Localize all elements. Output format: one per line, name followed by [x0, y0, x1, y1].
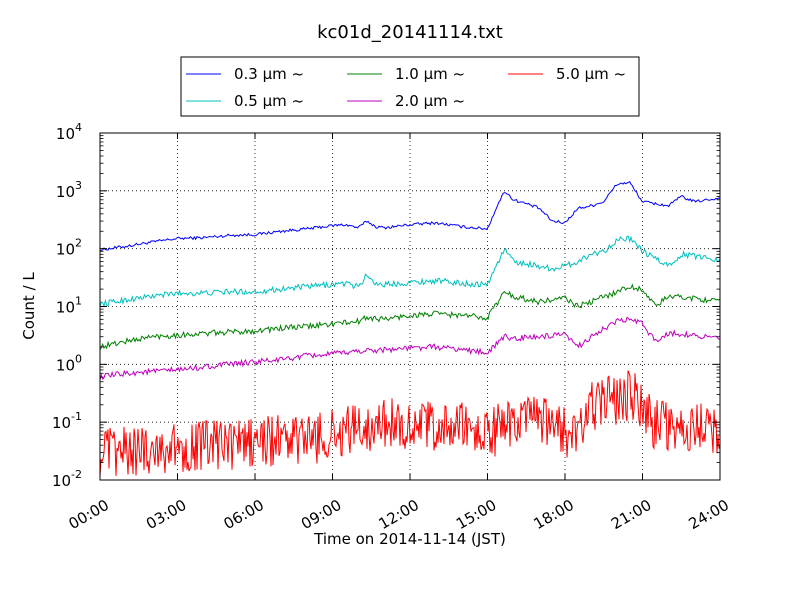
y-tick-exponent: -1: [71, 410, 82, 423]
series-line-2: [99, 283, 721, 350]
gridlines: [100, 133, 720, 480]
legend-label: 2.0 µm ~: [395, 92, 465, 110]
y-tick-base: 10: [56, 299, 75, 317]
y-axis-label: Count / L: [20, 272, 38, 340]
plot-lines: [99, 180, 721, 477]
y-tick-label: 103: [56, 179, 82, 201]
y-tick-base: 10: [56, 356, 75, 374]
legend-label: 0.3 µm ~: [234, 65, 304, 83]
chart-title: kc01d_20141114.txt: [317, 22, 503, 43]
y-tick-exponent: -2: [71, 468, 82, 481]
y-tick-label: 101: [56, 295, 82, 317]
y-tick-label: 10-2: [52, 468, 82, 490]
legend: 0.3 µm ~ 0.5 µm ~ 1.0 µm ~ 2.0 µm ~ 5.0 µm ~: [180, 56, 640, 117]
series-line-3: [99, 316, 721, 381]
x-axis-label: Time on 2014-11-14 (JST): [313, 530, 506, 548]
y-tick-exponent: 4: [75, 121, 82, 134]
legend-label: 1.0 µm ~: [395, 65, 465, 83]
y-tick-label: 10-1: [52, 410, 82, 432]
y-tick-label: 104: [56, 121, 82, 143]
y-tick-base: 10: [56, 125, 75, 143]
y-tick-base: 10: [52, 472, 71, 490]
y-tick-label: 100: [56, 352, 82, 374]
series-line-1: [99, 235, 721, 308]
y-tick-exponent: 1: [75, 295, 82, 308]
y-tick-base: 10: [56, 241, 75, 259]
legend-label: 5.0 µm ~: [556, 65, 626, 83]
series-line-4: [99, 370, 721, 477]
series-line-0: [99, 180, 721, 252]
y-tick-exponent: 3: [75, 179, 82, 192]
y-tick-base: 10: [56, 183, 75, 201]
y-tick-base: 10: [52, 414, 71, 432]
y-tick-label: 102: [56, 237, 82, 259]
legend-label: 0.5 µm ~: [234, 92, 304, 110]
y-tick-exponent: 2: [75, 237, 82, 250]
y-tick-exponent: 0: [75, 352, 82, 365]
legend-box: [180, 56, 640, 117]
